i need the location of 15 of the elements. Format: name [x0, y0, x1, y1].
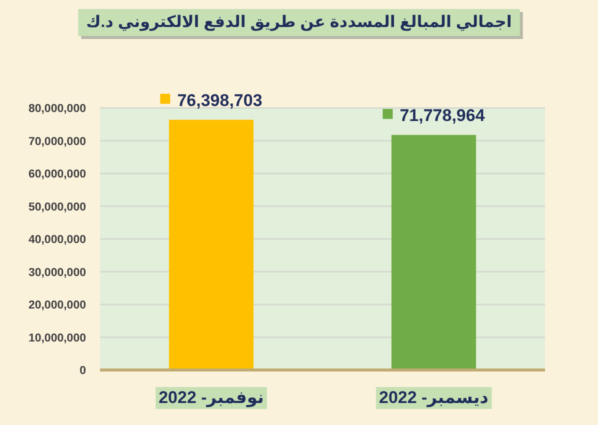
- y-tick-label: 70,000,000: [28, 136, 86, 148]
- y-tick-label: 80,000,000: [28, 103, 86, 115]
- data-label: 71,778,964: [400, 106, 486, 125]
- y-tick-label: 60,000,000: [28, 168, 86, 180]
- y-tick-label: 30,000,000: [28, 266, 86, 279]
- x-tick-label: ديسمبر- 2022: [378, 388, 489, 408]
- x-tick-label: نوفمبر- 2022: [158, 388, 264, 408]
- title: اجمالي المبالغ المسددة عن طريق الدفع الالكتروني د.ك: [78, 9, 523, 39]
- chart-title: اجمالي المبالغ المسددة عن طريق الدفع الالكتروني د.ك: [86, 14, 512, 31]
- y-tick-label: 0: [80, 365, 86, 377]
- y-tick-label: 20,000,000: [28, 300, 86, 312]
- y-tick-label: 50,000,000: [28, 201, 86, 214]
- y-tick-label: 40,000,000: [28, 234, 86, 246]
- y-tick-label: 10,000,000: [28, 332, 86, 344]
- data-label: 76,398,703: [177, 90, 262, 110]
